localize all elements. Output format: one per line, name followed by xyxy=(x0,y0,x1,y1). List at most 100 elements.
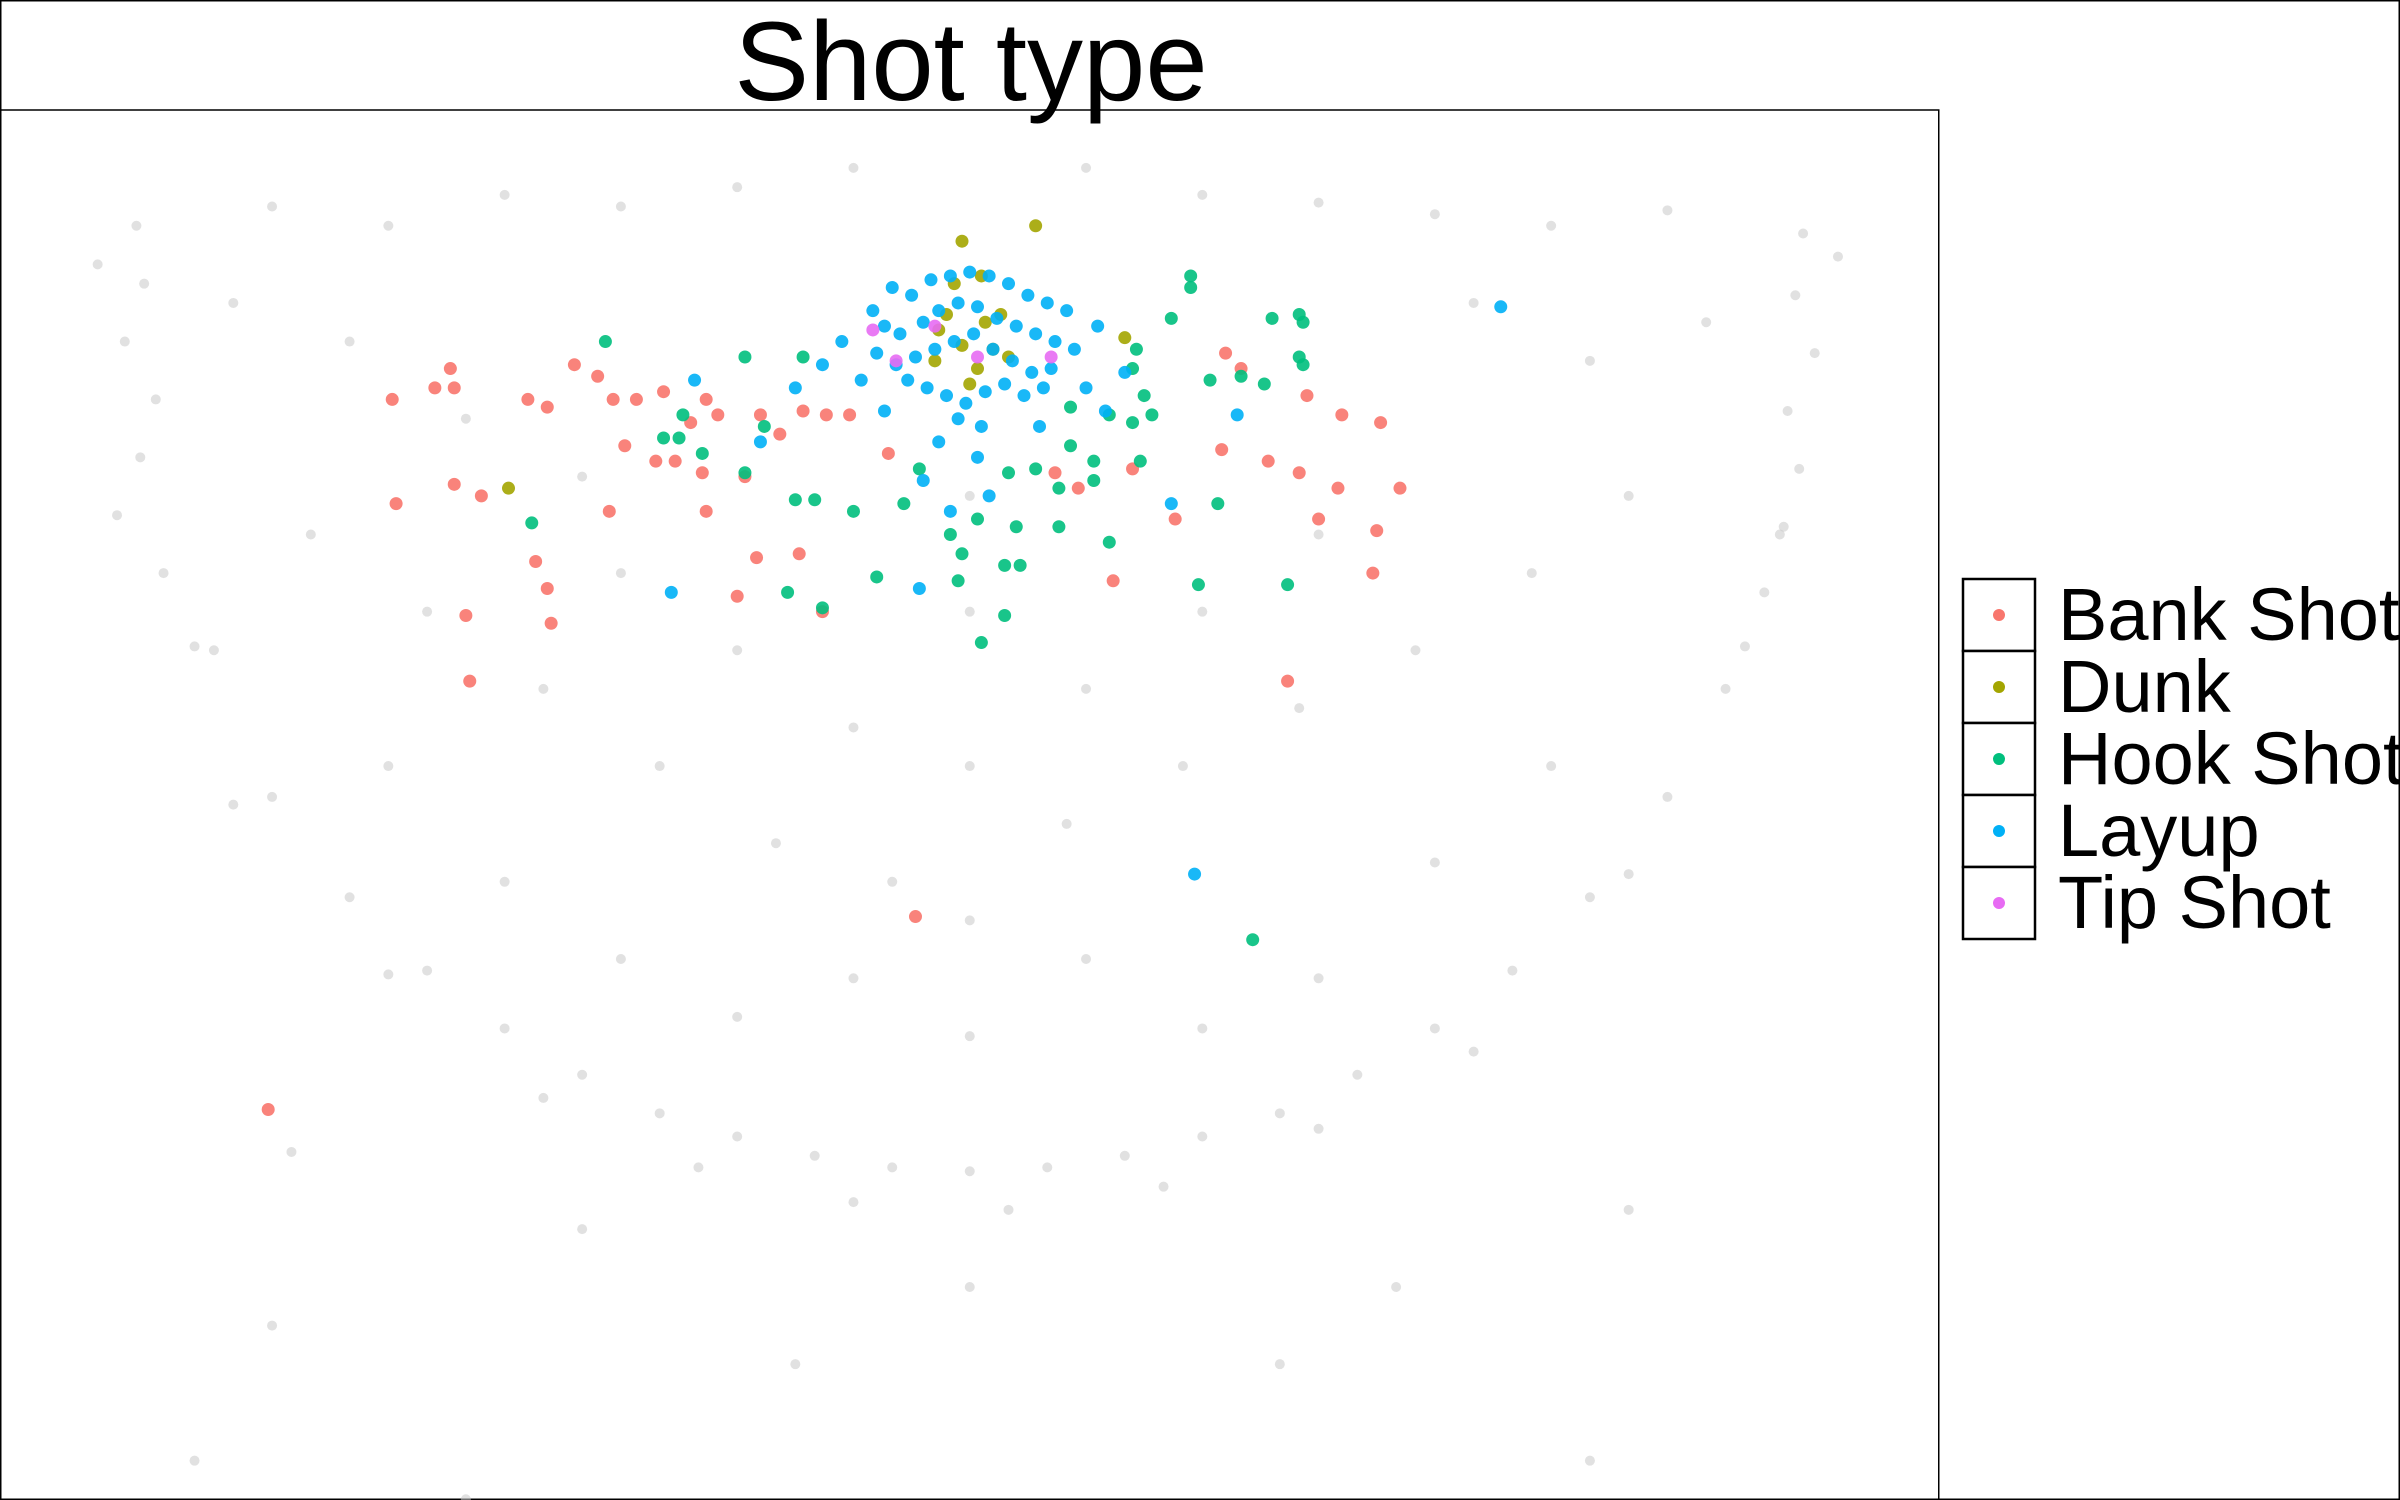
shot-point xyxy=(1126,416,1140,430)
background-shot-point xyxy=(1832,251,1843,262)
background-shot-point xyxy=(1158,1181,1169,1192)
legend-swatch xyxy=(1993,825,2005,837)
shot-point xyxy=(1191,578,1205,592)
legend-swatch xyxy=(1993,897,2005,909)
shot-point xyxy=(447,477,461,491)
shot-point xyxy=(695,446,709,460)
background-shot-point xyxy=(1352,1069,1363,1080)
background-shot-point xyxy=(809,1150,820,1161)
background-shot-point xyxy=(732,182,743,193)
shot-point xyxy=(998,609,1012,623)
background-shot-point xyxy=(286,1146,297,1157)
plot-panel xyxy=(0,109,1940,1500)
shot-point xyxy=(567,358,581,372)
shot-point xyxy=(897,497,911,511)
shot-point xyxy=(1184,269,1198,283)
background-shot-point xyxy=(422,965,433,976)
shot-point xyxy=(1366,566,1380,580)
legend-swatch xyxy=(1993,681,2005,693)
shot-point xyxy=(866,304,880,318)
background-shot-point xyxy=(1197,189,1208,200)
background-shot-point xyxy=(1313,1123,1324,1134)
shot-point xyxy=(912,462,926,476)
shot-point xyxy=(1013,558,1027,572)
background-shot-point xyxy=(1313,529,1324,540)
shot-point xyxy=(1064,439,1078,453)
background-shot-point xyxy=(1584,892,1595,903)
background-shot-point xyxy=(1782,406,1793,417)
shot-point xyxy=(877,404,891,418)
shot-point xyxy=(695,466,709,480)
background-shot-point xyxy=(1429,1023,1440,1034)
background-shot-point xyxy=(1720,683,1731,694)
shot-point xyxy=(1133,454,1147,468)
shot-point xyxy=(955,234,969,248)
shot-point xyxy=(1009,319,1023,333)
background-shot-point xyxy=(1623,490,1634,501)
shot-point xyxy=(1064,400,1078,414)
shot-point xyxy=(474,489,488,503)
legend-label: Dunk xyxy=(2058,645,2232,728)
shot-point xyxy=(978,385,992,399)
shot-point xyxy=(959,396,973,410)
shot-point xyxy=(967,327,981,341)
shot-point xyxy=(1265,311,1279,325)
background-shot-point xyxy=(1584,1455,1595,1466)
background-shot-point xyxy=(499,189,510,200)
shot-point xyxy=(986,342,1000,356)
shot-point xyxy=(1184,281,1198,295)
legend-swatch xyxy=(1993,609,2005,621)
shot-point xyxy=(521,392,535,406)
shot-point xyxy=(711,408,725,422)
shot-point xyxy=(819,408,833,422)
shot-point xyxy=(971,300,985,314)
background-shot-point xyxy=(383,761,394,772)
background-shot-point xyxy=(654,1108,665,1119)
shot-point xyxy=(854,373,868,387)
shot-point xyxy=(893,327,907,341)
background-shot-point xyxy=(577,1069,588,1080)
shot-point xyxy=(529,555,543,569)
shot-point xyxy=(1033,419,1047,433)
background-shot-point xyxy=(139,278,150,289)
shot-point xyxy=(1118,331,1132,345)
background-shot-point xyxy=(1177,761,1188,772)
shot-point xyxy=(1292,466,1306,480)
background-shot-point xyxy=(1313,197,1324,208)
shot-point xyxy=(544,616,558,630)
shot-point xyxy=(602,504,616,518)
shot-point xyxy=(730,589,744,603)
shot-point xyxy=(1145,408,1159,422)
shot-point xyxy=(540,582,554,596)
background-shot-point xyxy=(964,1166,975,1177)
background-shot-point xyxy=(1701,317,1712,328)
shot-point xyxy=(1048,466,1062,480)
shot-point xyxy=(990,311,1004,325)
shot-point xyxy=(781,585,795,599)
shot-point xyxy=(846,504,860,518)
shot-point xyxy=(629,392,643,406)
shot-point xyxy=(738,350,752,364)
shot-point xyxy=(1370,524,1384,538)
background-shot-point xyxy=(1468,1046,1479,1057)
shot-point xyxy=(916,315,930,329)
background-shot-point xyxy=(848,162,859,173)
shot-point xyxy=(974,419,988,433)
shot-point xyxy=(598,335,612,349)
shot-point xyxy=(1087,473,1101,487)
background-shot-point xyxy=(208,645,219,656)
shot-point xyxy=(943,504,957,518)
shot-point xyxy=(877,319,891,333)
shot-point xyxy=(808,493,822,507)
shot-point xyxy=(1312,512,1326,526)
shot-point xyxy=(939,389,953,403)
shot-point xyxy=(885,281,899,295)
shot-point xyxy=(971,450,985,464)
shot-point xyxy=(676,408,690,422)
shot-point xyxy=(951,574,965,588)
legend-swatch xyxy=(1993,753,2005,765)
background-shot-point xyxy=(267,791,278,802)
